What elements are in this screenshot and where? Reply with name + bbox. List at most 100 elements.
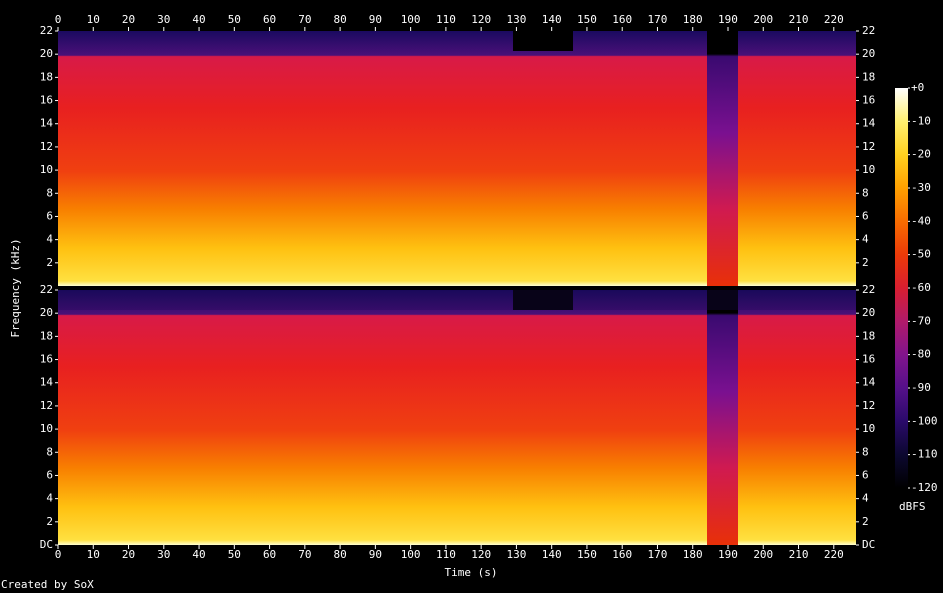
spectrogram-texture: [707, 31, 738, 286]
y-tick-label: 2: [862, 256, 869, 269]
colorbar-tick-label: -20: [911, 148, 931, 161]
y-tick-label: 2: [46, 515, 53, 528]
y-tick-label: 22: [40, 24, 53, 37]
x-tick-label: 200: [753, 548, 773, 561]
y-tick-label: 16: [40, 94, 53, 107]
x-tick-label: 30: [157, 13, 170, 26]
x-tick-label: 220: [824, 548, 844, 561]
y-tick-label: 8: [46, 186, 53, 199]
x-tick-label: 150: [577, 548, 597, 561]
x-tick-label: 80: [333, 548, 346, 561]
x-tick-label: 50: [228, 13, 241, 26]
colorbar-title: dBFS: [899, 500, 926, 513]
y-tick-label: DC: [862, 538, 875, 551]
y-tick-label: 20: [40, 306, 53, 319]
y-tick-label: 16: [862, 353, 875, 366]
y-tick-label: 16: [862, 94, 875, 107]
y-tick-label: DC: [40, 538, 53, 551]
x-tick-label: 150: [577, 13, 597, 26]
x-tick-label: 100: [401, 13, 421, 26]
x-tick-label: 120: [471, 548, 491, 561]
y-tick-label: 22: [862, 283, 875, 296]
x-tick-label: 130: [506, 548, 526, 561]
x-tick-label: 70: [298, 13, 311, 26]
x-tick-label: 120: [471, 13, 491, 26]
colorbar-tick-label: -110: [911, 448, 938, 461]
y-tick-label: 14: [862, 117, 876, 130]
y-tick-label: 14: [862, 376, 876, 389]
y-tick-label: 6: [46, 209, 53, 222]
x-tick-label: 60: [263, 548, 276, 561]
x-axis-title: Time (s): [445, 566, 498, 579]
y-tick-label: 20: [40, 47, 53, 60]
y-tick-label: 10: [862, 422, 875, 435]
y-tick-label: 8: [862, 186, 869, 199]
x-tick-label: 60: [263, 13, 276, 26]
y-tick-label: 12: [862, 399, 875, 412]
x-tick-label: 200: [753, 13, 773, 26]
x-tick-label: 140: [542, 13, 562, 26]
y-tick-label: 20: [862, 306, 875, 319]
y-tick-label: 14: [40, 117, 54, 130]
spectrogram-texture: [513, 290, 573, 310]
x-tick-label: 100: [401, 548, 421, 561]
y-tick-label: 4: [46, 233, 53, 246]
x-tick-label: 180: [683, 548, 703, 561]
y-tick-label: 12: [40, 140, 53, 153]
y-tick-label: 4: [862, 492, 869, 505]
x-tick-label: 80: [333, 13, 346, 26]
colorbar-tick-label: -60: [911, 281, 931, 294]
colorbar-tick-label: -10: [911, 114, 931, 127]
x-tick-label: 170: [648, 13, 668, 26]
colorbar-tick-label: -30: [911, 181, 931, 194]
colorbar-tick-label: -100: [911, 414, 938, 427]
y-tick-label: 10: [862, 163, 875, 176]
colorbar-tick-label: -50: [911, 248, 931, 261]
y-tick-label: 6: [862, 209, 869, 222]
spectrogram-texture: [58, 290, 856, 310]
y-tick-label: 18: [40, 70, 53, 83]
y-tick-label: 8: [862, 445, 869, 458]
y-tick-label: 2: [46, 256, 53, 269]
x-tick-label: 160: [612, 13, 632, 26]
footer: Created by SoX: [1, 578, 94, 591]
colorbar-tick-label: -70: [911, 314, 931, 327]
y-tick-label: 22: [40, 283, 53, 296]
y-tick-label: 8: [46, 445, 53, 458]
x-tick-label: 160: [612, 548, 632, 561]
y-tick-label: 6: [46, 468, 53, 481]
spectrogram-panels: [58, 31, 856, 545]
spectrogram-texture: [707, 290, 738, 545]
x-tick-label: 0: [55, 13, 62, 26]
y-tick-label: 4: [862, 233, 869, 246]
colorbar: [895, 88, 908, 488]
colorbar-tick-label: +0: [911, 81, 924, 94]
x-tick-label: 190: [718, 13, 738, 26]
x-tick-label: 40: [192, 13, 205, 26]
y-tick-label: 12: [40, 399, 53, 412]
x-tick-label: 90: [369, 548, 382, 561]
y-tick-label: 4: [46, 492, 53, 505]
y-tick-label: 10: [40, 163, 53, 176]
y-tick-label: 2: [862, 515, 869, 528]
colorbar-tick-label: -80: [911, 348, 931, 361]
x-tick-label: 110: [436, 13, 456, 26]
y-tick-label: 20: [862, 47, 875, 60]
y-tick-label: 6: [862, 468, 869, 481]
y-tick-label: 18: [862, 329, 875, 342]
colorbar-tick-label: -40: [911, 214, 931, 227]
x-tick-label: 110: [436, 548, 456, 561]
y-tick-label: 18: [862, 70, 875, 83]
x-tick-label: 0: [55, 548, 62, 561]
y-tick-label: 16: [40, 353, 53, 366]
x-tick-label: 130: [506, 13, 526, 26]
y-tick-label: 22: [862, 24, 875, 37]
x-tick-label: 10: [87, 548, 100, 561]
x-tick-label: 20: [122, 548, 135, 561]
x-tick-label: 170: [648, 548, 668, 561]
x-tick-label: 30: [157, 548, 170, 561]
x-tick-label: 210: [789, 548, 809, 561]
x-tick-label: 90: [369, 13, 382, 26]
y-tick-label: 14: [40, 376, 54, 389]
